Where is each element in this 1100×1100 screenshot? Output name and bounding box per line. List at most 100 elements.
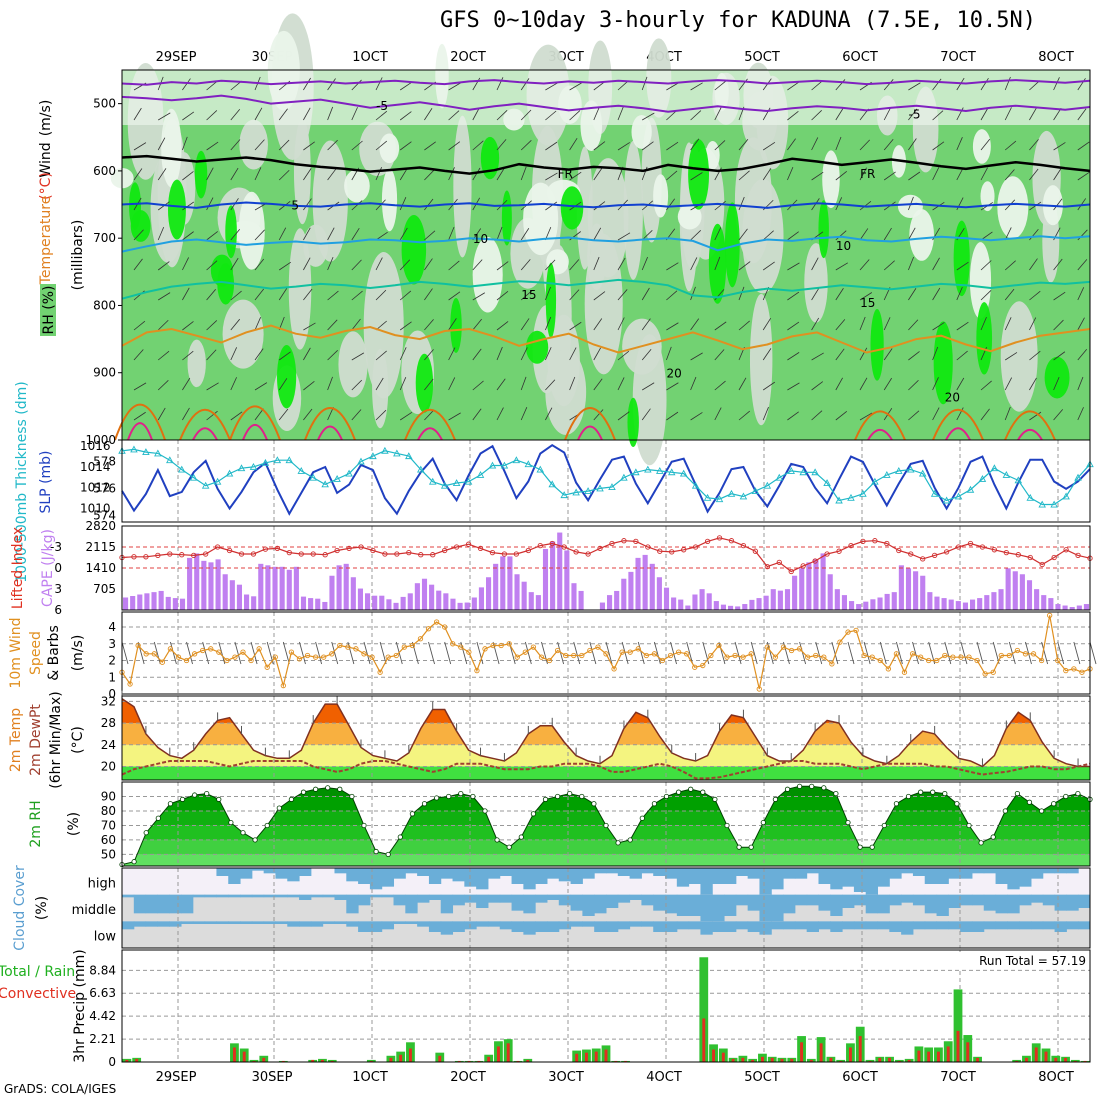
thickness-point-43	[632, 468, 640, 476]
thickness-point-45	[656, 466, 664, 474]
wind-barb	[1004, 169, 1015, 181]
rh2m-ylabel: 2m RH	[28, 800, 44, 847]
cloud-cell-2-50	[712, 921, 725, 932]
wind10-point-25	[321, 654, 327, 660]
cloud-cell-2-34	[523, 921, 536, 935]
li-point-40	[597, 545, 603, 552]
slp-tick-label-1: 1012	[80, 481, 111, 495]
wind-barb	[182, 350, 194, 361]
wind-barb	[182, 257, 189, 271]
cape-bar-96	[806, 562, 812, 610]
wind-barb	[835, 230, 847, 241]
wind-barb	[472, 259, 483, 271]
precip-conv-bar-14	[262, 1057, 266, 1062]
wind10-point-83	[788, 647, 795, 654]
cape-bar-93	[784, 589, 791, 610]
wind-barb	[230, 228, 241, 241]
wind-barb	[787, 411, 799, 421]
thickness-point-32	[500, 461, 509, 469]
cape-tick-label-3: 2820	[85, 519, 116, 533]
precip-total-bar-21	[327, 1059, 337, 1062]
thickness-point-4	[166, 456, 174, 464]
wind-barb	[375, 77, 383, 91]
wind-barb	[254, 229, 265, 241]
wind-barb	[666, 198, 676, 211]
cape-bar-7	[172, 598, 178, 610]
wind-barb	[738, 170, 750, 181]
wind-barb	[327, 106, 334, 121]
rh-point-4	[167, 801, 173, 807]
wind-barb	[133, 142, 147, 151]
cape-bar-115	[941, 598, 947, 610]
cloud-cell-0-65	[889, 868, 902, 879]
cape-bar-117	[955, 601, 961, 610]
wind-barb	[206, 197, 214, 211]
wind-barb	[569, 347, 577, 361]
wind-barb	[980, 77, 989, 91]
wind-barb	[617, 232, 631, 241]
cloud-cell-0-9	[228, 868, 241, 884]
wind-barb	[424, 258, 433, 271]
wind10-barb-114	[1041, 641, 1049, 665]
precip-total-bar-25	[366, 1059, 376, 1062]
wind-barb	[883, 79, 894, 91]
cloud-cell-2-68	[924, 921, 938, 930]
wind10-point-67	[659, 657, 666, 664]
precip-conv-bar-62	[731, 1058, 735, 1062]
cloud-cell-2-70	[948, 921, 961, 930]
wind-barb	[593, 256, 600, 271]
wind-barb	[182, 171, 194, 181]
rh-dry-patch-27	[749, 293, 773, 426]
cape-tick-label-0: 705	[93, 582, 116, 596]
wind-barb	[738, 261, 751, 271]
upper-air-tick-label-3: 800	[93, 298, 116, 312]
li-point-30	[477, 545, 484, 552]
cape-bar-47	[457, 602, 463, 610]
wind10-barb-98	[912, 641, 919, 665]
rh-band-0	[122, 854, 1090, 866]
cloud-cell-0-79	[1054, 868, 1067, 874]
rh-point-3	[155, 815, 161, 821]
wind-barb	[1053, 77, 1060, 91]
wind10-barb-4	[153, 641, 161, 665]
precip-conv-bar-36	[477, 1060, 481, 1062]
wind-barb	[932, 287, 941, 301]
wind-barb	[883, 107, 891, 121]
li-point-22	[382, 551, 388, 557]
wind10-point-60	[603, 651, 609, 657]
wind10-point-119	[1079, 669, 1085, 675]
wind-barb	[327, 78, 336, 91]
wind-barb	[908, 410, 920, 421]
wind-barb	[835, 377, 843, 391]
cape-bar-83	[713, 601, 719, 610]
rh-dry-patch-11	[338, 331, 368, 398]
wind-barb	[230, 347, 238, 361]
cape-bar-79	[685, 605, 691, 610]
wind-barb	[835, 79, 846, 91]
wind-barb	[351, 107, 358, 121]
wind-barb	[496, 407, 504, 421]
cape-bar-14	[222, 574, 228, 610]
rh-point-41	[615, 840, 621, 846]
precip-conv-bar-13	[252, 1060, 256, 1062]
precip-conv-bar-93	[1034, 1047, 1038, 1062]
cape-bar-41	[414, 583, 420, 610]
cape-bar-45	[443, 593, 449, 610]
precip-conv-bar-71	[819, 1043, 823, 1062]
wind-barb	[1004, 76, 1011, 91]
cloud-cell-2-22	[381, 921, 395, 930]
wind10-barb-102	[944, 641, 952, 665]
wind10-barb-10	[202, 641, 210, 665]
wind10-barb-78	[750, 641, 758, 665]
wind-barb	[520, 376, 527, 391]
li-point-37	[561, 544, 567, 550]
precip-run-total: Run Total = 57.19	[979, 954, 1086, 968]
wind-barb	[762, 142, 776, 151]
li-point-49	[704, 538, 711, 545]
wind10-point-93	[869, 654, 875, 660]
cape-bar-109	[898, 565, 904, 610]
cape-bar-4	[151, 592, 157, 610]
wind-barb	[1029, 107, 1037, 121]
wind10-barb-96	[895, 641, 903, 665]
cloud-cell-1-65	[889, 894, 902, 906]
